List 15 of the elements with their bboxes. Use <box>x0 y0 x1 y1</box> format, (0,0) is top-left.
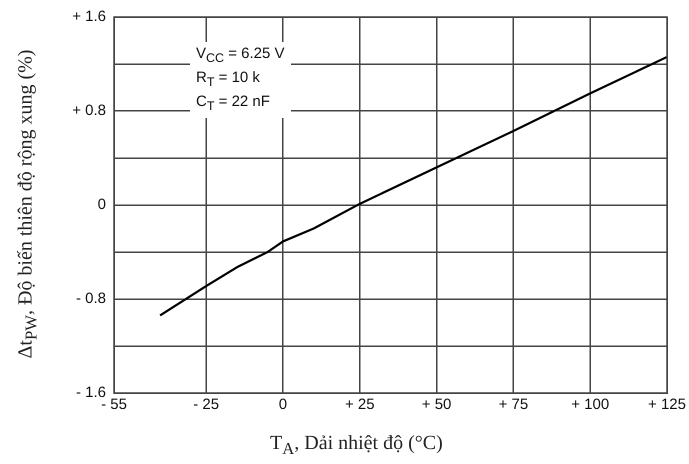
y-tick-label: 0 <box>98 196 106 214</box>
x-tick-label: + 100 <box>571 396 610 414</box>
x-tick-label: 0 <box>278 396 288 414</box>
x-tick-label: + 50 <box>422 396 452 414</box>
x-axis-title: T$_{A}$, Dải nhiệt độ (°C) <box>270 432 443 459</box>
annotation: C$_{T}$ = 22 nF <box>196 93 270 113</box>
annotation: V$_{CC}$ = 6.25 V <box>196 45 285 65</box>
y-tick-label: + 1.6 <box>72 8 106 26</box>
y-tick-label: - 0.8 <box>76 290 106 308</box>
x-tick-label: + 75 <box>498 396 528 414</box>
annotation: R$_{T}$ = 10 k <box>196 69 260 89</box>
x-tick-label: + 125 <box>648 396 686 414</box>
y-tick-label: + 0.8 <box>72 102 106 120</box>
x-tick-label: + 25 <box>344 396 375 414</box>
x-tick-label: - 25 <box>193 396 220 414</box>
